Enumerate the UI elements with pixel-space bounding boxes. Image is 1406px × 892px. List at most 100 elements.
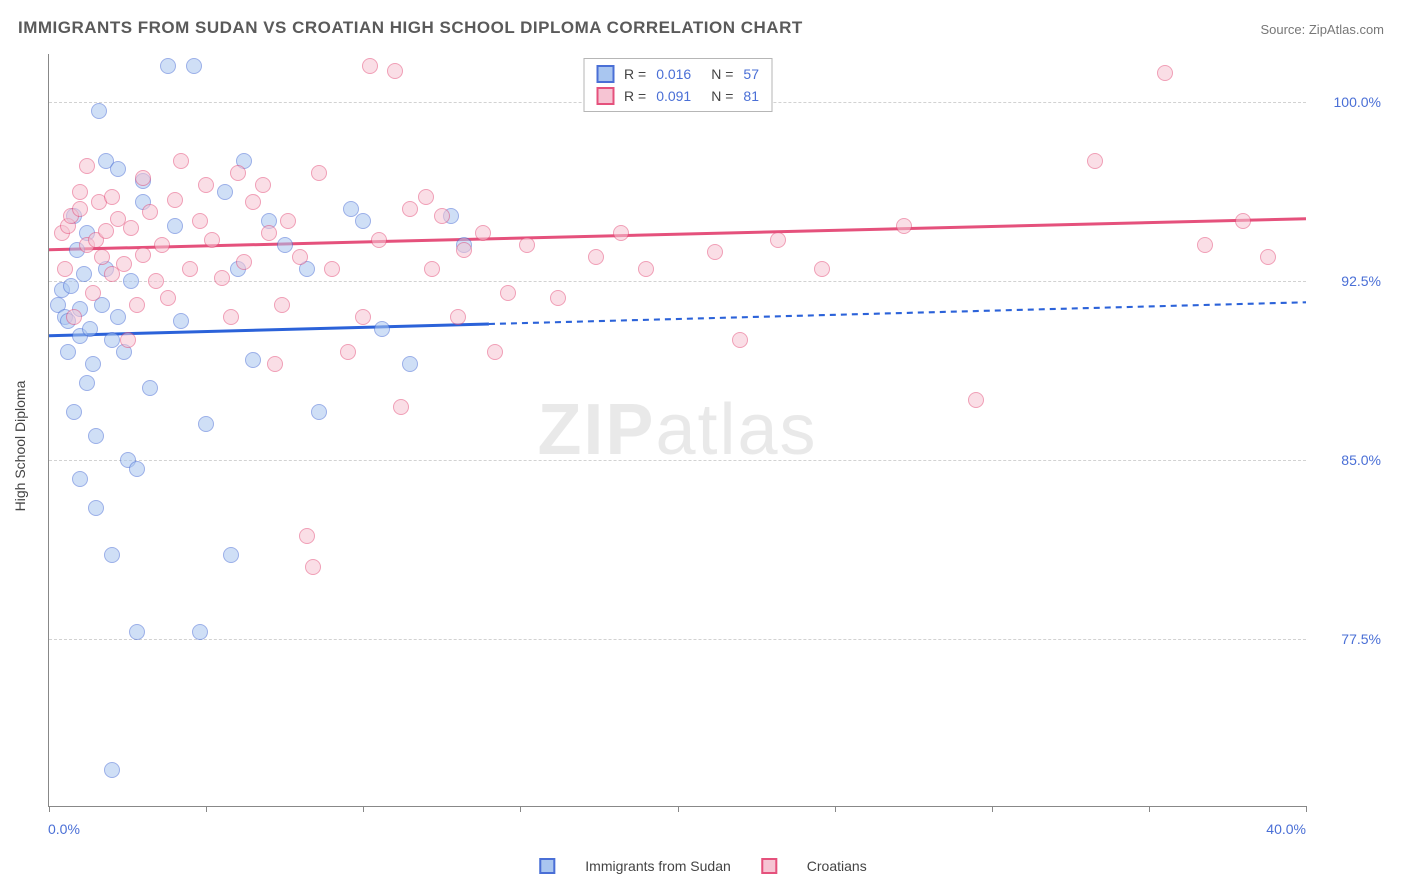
legend-n-label: N = <box>711 66 733 82</box>
data-point-croatians <box>1235 213 1251 229</box>
data-point-croatians <box>120 332 136 348</box>
legend-swatch-croatians <box>596 87 614 105</box>
data-point-sudan <box>374 321 390 337</box>
data-point-croatians <box>214 270 230 286</box>
data-point-sudan <box>76 266 92 282</box>
x-axis-max: 40.0% <box>1266 821 1306 837</box>
data-point-croatians <box>148 273 164 289</box>
data-point-croatians <box>154 237 170 253</box>
data-point-sudan <box>186 58 202 74</box>
data-point-sudan <box>104 547 120 563</box>
data-point-croatians <box>255 177 271 193</box>
data-point-sudan <box>79 375 95 391</box>
data-point-sudan <box>160 58 176 74</box>
data-point-sudan <box>343 201 359 217</box>
data-point-croatians <box>371 232 387 248</box>
data-point-sudan <box>60 344 76 360</box>
data-point-croatians <box>519 237 535 253</box>
data-point-croatians <box>550 290 566 306</box>
chart-title: IMMIGRANTS FROM SUDAN VS CROATIAN HIGH S… <box>18 18 803 38</box>
data-point-croatians <box>116 256 132 272</box>
data-point-croatians <box>1260 249 1276 265</box>
data-point-croatians <box>280 213 296 229</box>
data-point-croatians <box>770 232 786 248</box>
data-point-croatians <box>487 344 503 360</box>
r-n-legend: R = 0.016 N = 57 R = 0.091 N = 81 <box>583 58 772 112</box>
data-point-sudan <box>66 404 82 420</box>
data-point-croatians <box>66 309 82 325</box>
data-point-croatians <box>79 158 95 174</box>
data-point-croatians <box>245 194 261 210</box>
data-point-croatians <box>267 356 283 372</box>
data-point-croatians <box>261 225 277 241</box>
y-axis-label: High School Diploma <box>12 381 28 512</box>
data-point-sudan <box>355 213 371 229</box>
data-point-croatians <box>340 344 356 360</box>
data-point-sudan <box>85 356 101 372</box>
y-tick-label: 77.5% <box>1316 631 1381 647</box>
data-point-sudan <box>217 184 233 200</box>
data-point-croatians <box>613 225 629 241</box>
data-point-croatians <box>707 244 723 260</box>
data-point-croatians <box>324 261 340 277</box>
data-point-croatians <box>418 189 434 205</box>
data-point-sudan <box>72 471 88 487</box>
data-point-croatians <box>94 249 110 265</box>
x-tick-mark <box>49 806 50 812</box>
y-tick-label: 85.0% <box>1316 452 1381 468</box>
bottom-legend: Immigrants from Sudan Croatians <box>539 858 866 874</box>
x-tick-mark <box>992 806 993 812</box>
data-point-croatians <box>475 225 491 241</box>
x-tick-mark <box>520 806 521 812</box>
data-point-sudan <box>173 313 189 329</box>
data-point-croatians <box>204 232 220 248</box>
data-point-croatians <box>236 254 252 270</box>
data-point-sudan <box>82 321 98 337</box>
data-point-croatians <box>72 201 88 217</box>
data-point-croatians <box>402 201 418 217</box>
data-point-croatians <box>198 177 214 193</box>
data-point-croatians <box>450 309 466 325</box>
data-point-sudan <box>91 103 107 119</box>
legend-r-label: R = <box>624 88 646 104</box>
data-point-croatians <box>311 165 327 181</box>
data-point-croatians <box>968 392 984 408</box>
data-point-croatians <box>135 170 151 186</box>
bottom-label-croatians: Croatians <box>807 858 867 874</box>
data-point-sudan <box>110 161 126 177</box>
source-label: Source: ZipAtlas.com <box>1260 22 1384 37</box>
data-point-croatians <box>142 204 158 220</box>
x-tick-mark <box>1306 806 1307 812</box>
data-point-croatians <box>292 249 308 265</box>
data-point-sudan <box>277 237 293 253</box>
data-point-croatians <box>638 261 654 277</box>
data-point-sudan <box>129 461 145 477</box>
bottom-swatch-sudan <box>539 858 555 874</box>
data-point-croatians <box>85 285 101 301</box>
legend-r-croatians: 0.091 <box>656 88 691 104</box>
data-point-croatians <box>814 261 830 277</box>
plot-area: R = 0.016 N = 57 R = 0.091 N = 81 ZIPatl… <box>48 54 1386 837</box>
data-point-croatians <box>456 242 472 258</box>
data-point-sudan <box>88 428 104 444</box>
data-point-croatians <box>588 249 604 265</box>
data-point-sudan <box>63 278 79 294</box>
data-point-sudan <box>123 273 139 289</box>
gridline <box>49 639 1306 640</box>
x-tick-mark <box>363 806 364 812</box>
data-point-croatians <box>1087 153 1103 169</box>
data-point-sudan <box>167 218 183 234</box>
y-tick-label: 100.0% <box>1316 94 1381 110</box>
data-point-croatians <box>274 297 290 313</box>
y-tick-label: 92.5% <box>1316 273 1381 289</box>
data-point-sudan <box>88 500 104 516</box>
legend-n-sudan: 57 <box>743 66 759 82</box>
bottom-label-sudan: Immigrants from Sudan <box>585 858 731 874</box>
data-point-croatians <box>362 58 378 74</box>
bottom-swatch-croatians <box>761 858 777 874</box>
legend-r-label: R = <box>624 66 646 82</box>
data-point-croatians <box>98 223 114 239</box>
data-point-sudan <box>311 404 327 420</box>
x-axis-min: 0.0% <box>48 821 80 837</box>
data-point-croatians <box>355 309 371 325</box>
